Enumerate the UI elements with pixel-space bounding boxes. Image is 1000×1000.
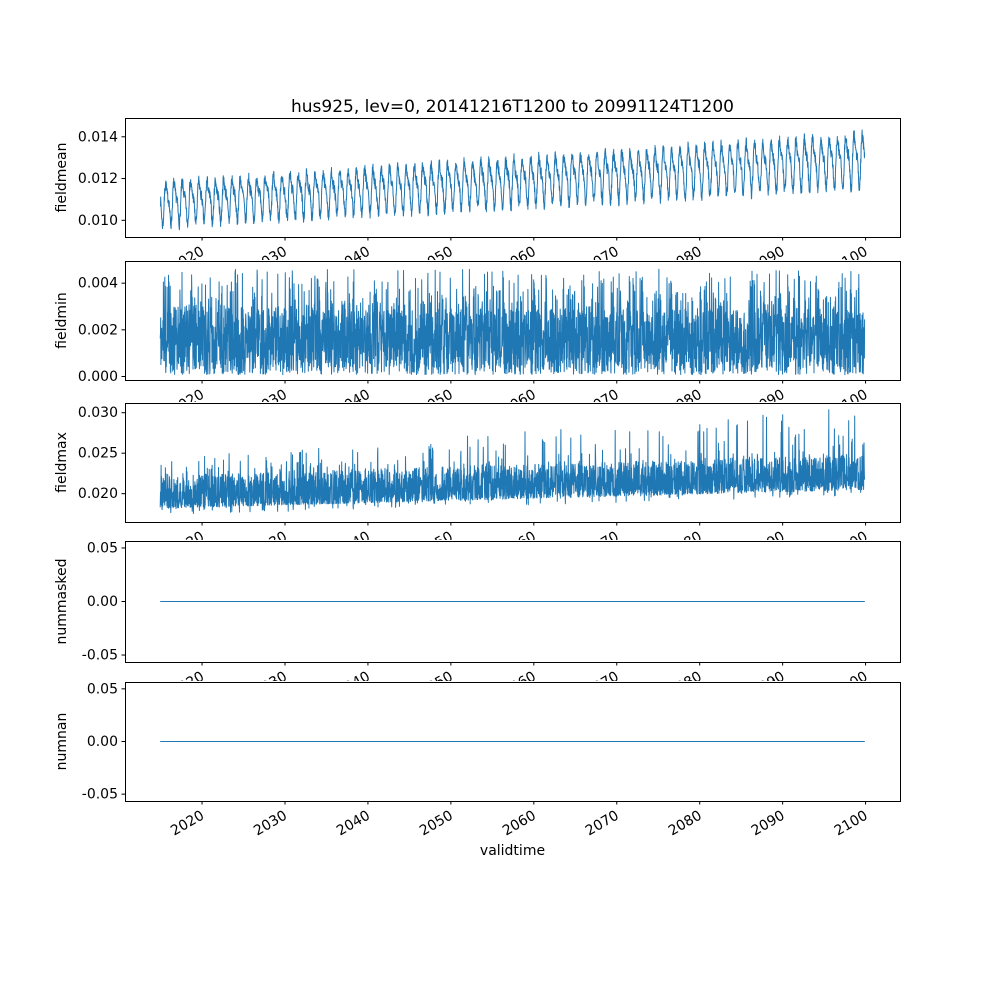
x-tick-labels: 2020 2030 2040 2050 2060 2070 2080 2090 2100	[168, 387, 871, 419]
axes-frame	[125, 118, 901, 238]
x-tick-label: 2030	[251, 808, 290, 840]
x-tick-label: 2090	[749, 387, 788, 419]
y-tick-label: 0.004	[78, 276, 118, 292]
x-tick-label: 2060	[500, 529, 539, 561]
x-tick-label: 2030	[251, 387, 290, 419]
x-tick-label: 2070	[583, 808, 622, 840]
y-tick-label: 0.012	[78, 171, 118, 187]
x-tick-label: 2020	[168, 244, 207, 276]
x-tick-label: 2090	[749, 808, 788, 840]
x-tick-label: 2020	[168, 808, 207, 840]
x-tick-label: 2040	[334, 808, 373, 840]
x-tick-label: 2050	[417, 669, 456, 701]
x-tick-label: 2100	[832, 808, 871, 840]
y-tick-label: 0.020	[78, 486, 118, 502]
x-tick-label: 2080	[666, 529, 705, 561]
x-tick-label: 2050	[417, 387, 456, 419]
x-tick-label: 2070	[583, 387, 622, 419]
x-tick-label: 2060	[500, 808, 539, 840]
x-tick-label: 2080	[666, 669, 705, 701]
x-tick-label: 2070	[583, 669, 622, 701]
y-tick-label: 0.00	[87, 734, 118, 750]
chart-title: hus925, lev=0, 20141216T1200 to 20991124…	[291, 97, 734, 117]
y-tick-label: 0.05	[87, 681, 118, 697]
x-tick-label: 2020	[168, 529, 207, 561]
x-tick-label: 2060	[500, 669, 539, 701]
x-tick-label: 2050	[417, 529, 456, 561]
y-axis-label: fieldmin	[54, 292, 70, 349]
y-tick-label: 0.05	[87, 540, 118, 556]
x-tick-label: 2040	[334, 387, 373, 419]
x-tick-label: 2060	[500, 244, 539, 276]
axes-frame	[125, 261, 901, 381]
y-tick-label: 0.025	[78, 446, 118, 462]
y-axis-label: fieldmean	[54, 143, 70, 213]
x-tick-labels: 2020 2030 2040 2050 2060 2070 2080 2090 2100	[168, 529, 871, 561]
x-tick-label: 2020	[168, 387, 207, 419]
x-tick-label: 2100	[832, 387, 871, 419]
y-axis-label: fieldmax	[54, 432, 70, 493]
x-tick-labels: 2020 2030 2040 2050 2060 2070 2080 2090 2100	[168, 244, 871, 276]
x-tick-label: 2020	[168, 669, 207, 701]
y-tick-label: 0.010	[78, 213, 118, 229]
x-tick-label: 2050	[417, 808, 456, 840]
x-tick-label: 2090	[749, 529, 788, 561]
y-tick-label: -0.05	[82, 648, 118, 664]
y-tick-label: 0.014	[78, 129, 118, 145]
x-tick-label: 2070	[583, 529, 622, 561]
x-axis-label: validtime	[479, 843, 546, 859]
x-tick-label: 2070	[583, 244, 622, 276]
x-tick-label: 2040	[334, 529, 373, 561]
x-tick-label: 2040	[334, 669, 373, 701]
axes-frame	[125, 682, 901, 802]
x-tick-label: 2090	[749, 669, 788, 701]
x-tick-label: 2030	[251, 529, 290, 561]
x-tick-label: 2080	[666, 387, 705, 419]
x-tick-label: 2100	[832, 529, 871, 561]
x-tick-label: 2060	[500, 387, 539, 419]
y-axis-label: nummasked	[54, 558, 70, 644]
x-tick-label: 2100	[832, 244, 871, 276]
y-axis-label: numnan	[54, 713, 70, 771]
y-tick-label: 0.00	[87, 594, 118, 610]
subplot-nummasked: -0.05 0.00 0.05 2020 2030 2040 2050 2060 2070 208…	[54, 540, 901, 701]
y-tick-label: 0.002	[78, 322, 118, 338]
x-tick-labels: 2020 2030 2040 2050 2060 2070 2080 2090 2100	[168, 669, 871, 701]
x-tick-labels: 2020 2030 2040 2050 2060 2070 2080 2090 2100	[168, 808, 870, 840]
axes-frame	[125, 403, 901, 523]
x-tick-label: 2090	[749, 244, 788, 276]
series-line-fieldmin	[159, 268, 866, 376]
series-line-fieldmax	[159, 409, 866, 514]
x-tick-label: 2030	[251, 669, 290, 701]
y-tick-label: 0.030	[78, 405, 118, 421]
y-tick-label: -0.05	[82, 787, 118, 803]
subplot-numnan: -0.05 0.00 0.05 2020 2030 2040 2050 2060 2070 208…	[54, 681, 901, 839]
x-tick-label: 2080	[666, 808, 705, 840]
x-tick-label: 2080	[666, 244, 705, 276]
x-tick-label: 2050	[417, 244, 456, 276]
y-tick-label: 0.000	[78, 369, 118, 385]
x-tick-label: 2100	[832, 669, 871, 701]
series-line-fieldmean	[159, 129, 866, 231]
axes-frame	[125, 541, 901, 663]
